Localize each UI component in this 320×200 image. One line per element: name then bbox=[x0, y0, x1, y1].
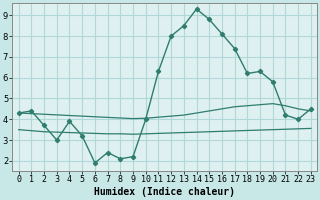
X-axis label: Humidex (Indice chaleur): Humidex (Indice chaleur) bbox=[94, 187, 235, 197]
